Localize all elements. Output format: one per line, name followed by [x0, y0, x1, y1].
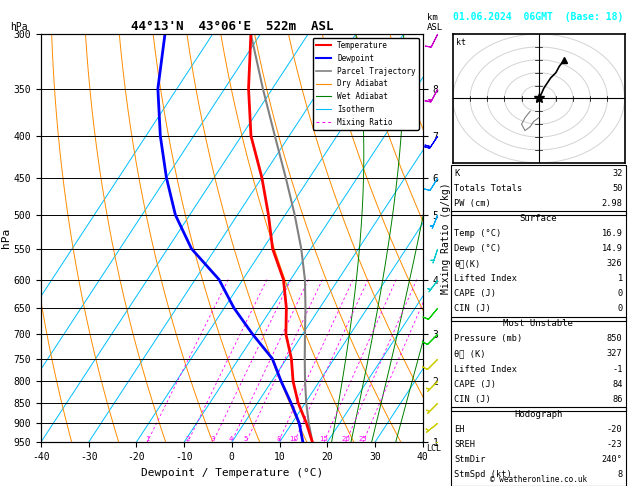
Text: 3: 3 [211, 436, 215, 442]
Text: StmDir: StmDir [454, 455, 486, 464]
Text: 850: 850 [607, 334, 623, 344]
Text: 2: 2 [186, 436, 190, 442]
Text: K: K [454, 169, 459, 178]
Text: CIN (J): CIN (J) [454, 304, 491, 313]
Text: SREH: SREH [454, 440, 475, 449]
Text: Lifted Index: Lifted Index [454, 274, 517, 283]
Text: 32: 32 [612, 169, 623, 178]
Text: 8: 8 [618, 470, 623, 479]
Text: 5: 5 [244, 436, 248, 442]
Text: 2.98: 2.98 [602, 199, 623, 208]
Text: 86: 86 [612, 395, 623, 404]
Title: 44°13'N  43°06'E  522m  ASL: 44°13'N 43°06'E 522m ASL [131, 20, 333, 33]
Text: 327: 327 [607, 349, 623, 359]
Text: 14.9: 14.9 [602, 244, 623, 253]
Text: θᴇ (K): θᴇ (K) [454, 349, 486, 359]
Text: hPa: hPa [10, 22, 28, 32]
Text: Pressure (mb): Pressure (mb) [454, 334, 523, 344]
Text: 10: 10 [289, 436, 299, 442]
Text: 1: 1 [618, 274, 623, 283]
Text: Hodograph: Hodograph [515, 410, 562, 419]
Text: 240°: 240° [602, 455, 623, 464]
Text: StmSpd (kt): StmSpd (kt) [454, 470, 512, 479]
Text: 20: 20 [342, 436, 350, 442]
Text: Lifted Index: Lifted Index [454, 364, 517, 374]
Text: 1: 1 [145, 436, 149, 442]
Text: -20: -20 [607, 425, 623, 434]
Legend: Temperature, Dewpoint, Parcel Trajectory, Dry Adiabat, Wet Adiabat, Isotherm, Mi: Temperature, Dewpoint, Parcel Trajectory… [313, 38, 419, 130]
Text: PW (cm): PW (cm) [454, 199, 491, 208]
Text: θᴇ(K): θᴇ(K) [454, 259, 481, 268]
Text: Dewp (°C): Dewp (°C) [454, 244, 501, 253]
X-axis label: Dewpoint / Temperature (°C): Dewpoint / Temperature (°C) [141, 468, 323, 478]
Text: EH: EH [454, 425, 465, 434]
Text: 84: 84 [612, 380, 623, 389]
Text: Surface: Surface [520, 214, 557, 223]
Text: 0: 0 [618, 289, 623, 298]
Y-axis label: Mixing Ratio (g/kg): Mixing Ratio (g/kg) [441, 182, 451, 294]
Text: -1: -1 [612, 364, 623, 374]
Text: -23: -23 [607, 440, 623, 449]
Text: 326: 326 [607, 259, 623, 268]
Text: LCL: LCL [426, 444, 442, 453]
Text: 25: 25 [359, 436, 367, 442]
Text: © weatheronline.co.uk: © weatheronline.co.uk [490, 474, 587, 484]
Text: 4: 4 [229, 436, 233, 442]
Text: 01.06.2024  06GMT  (Base: 18): 01.06.2024 06GMT (Base: 18) [454, 12, 623, 22]
Text: CAPE (J): CAPE (J) [454, 380, 496, 389]
Text: Most Unstable: Most Unstable [503, 319, 574, 329]
Text: km
ASL: km ASL [426, 13, 443, 32]
Text: 16.9: 16.9 [602, 229, 623, 238]
Text: kt: kt [456, 38, 466, 47]
Text: Temp (°C): Temp (°C) [454, 229, 501, 238]
Text: CIN (J): CIN (J) [454, 395, 491, 404]
Text: 8: 8 [276, 436, 281, 442]
Text: 50: 50 [612, 184, 623, 193]
Y-axis label: hPa: hPa [1, 228, 11, 248]
Text: 15: 15 [320, 436, 328, 442]
Text: CAPE (J): CAPE (J) [454, 289, 496, 298]
Text: Totals Totals: Totals Totals [454, 184, 523, 193]
Text: 0: 0 [618, 304, 623, 313]
